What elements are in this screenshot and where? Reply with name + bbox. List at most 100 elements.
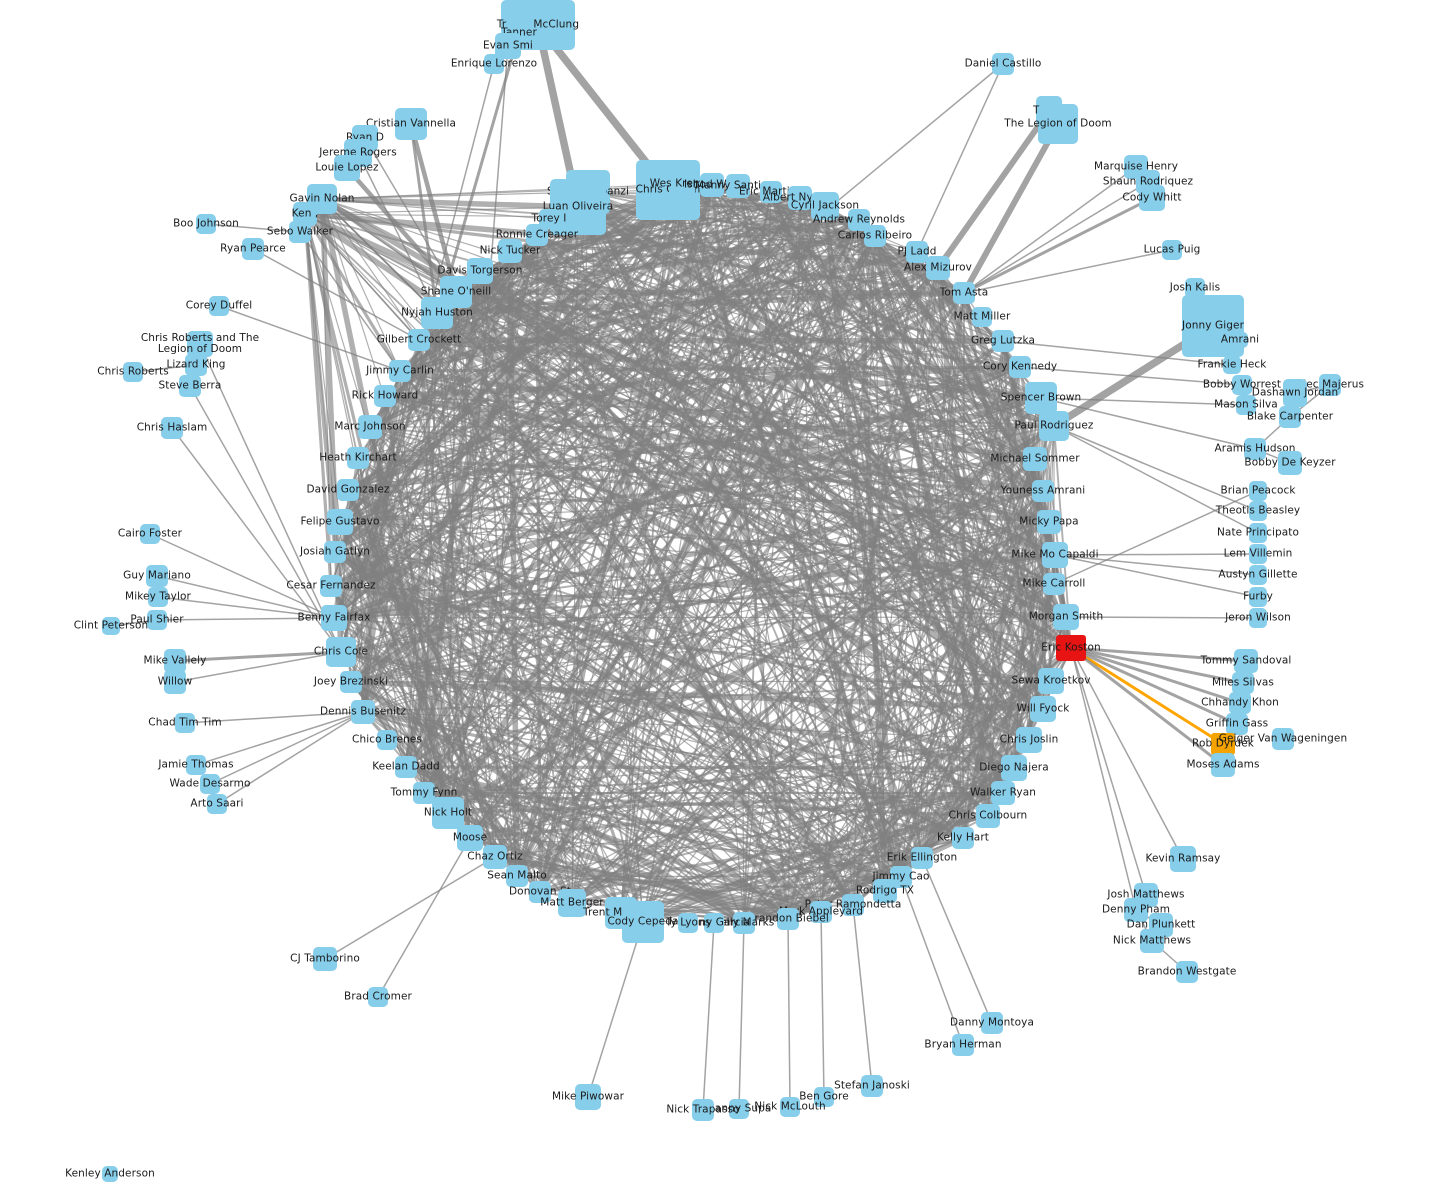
graph-node[interactable] <box>729 1099 749 1119</box>
graph-node[interactable] <box>389 360 411 382</box>
graph-node[interactable] <box>483 845 507 869</box>
graph-node[interactable] <box>1030 696 1056 722</box>
graph-node[interactable] <box>242 238 264 260</box>
graph-node[interactable] <box>1170 846 1196 872</box>
graph-node[interactable] <box>526 224 548 246</box>
graph-node[interactable] <box>700 173 724 197</box>
graph-node[interactable] <box>1249 523 1267 543</box>
graph-node[interactable] <box>102 1166 118 1182</box>
graph-node[interactable] <box>164 670 186 694</box>
graph-node[interactable] <box>622 901 664 943</box>
graph-node[interactable] <box>558 889 586 917</box>
graph-node[interactable] <box>1249 544 1267 564</box>
graph-node[interactable] <box>1249 608 1267 628</box>
graph-node[interactable] <box>692 1099 714 1121</box>
graph-node[interactable] <box>575 1084 601 1110</box>
graph-node[interactable] <box>1279 406 1301 428</box>
graph-node[interactable] <box>200 774 220 794</box>
graph-node[interactable] <box>164 649 186 673</box>
graph-node[interactable] <box>1249 481 1267 501</box>
graph-node[interactable] <box>377 730 397 750</box>
graph-node[interactable] <box>529 881 551 903</box>
graph-node[interactable] <box>161 417 183 439</box>
graph-node[interactable] <box>1249 565 1267 585</box>
graph-node[interactable] <box>1226 713 1248 735</box>
graph-node[interactable] <box>1042 542 1068 568</box>
graph-node[interactable] <box>320 575 342 597</box>
graph-node[interactable] <box>992 53 1014 75</box>
graph-node[interactable] <box>408 329 430 351</box>
graph-node[interactable] <box>760 181 782 203</box>
graph-node[interactable] <box>196 214 216 234</box>
graph-node[interactable] <box>1229 692 1251 714</box>
graph-node[interactable] <box>1244 438 1266 460</box>
graph-node[interactable] <box>413 782 435 804</box>
graph-node[interactable] <box>726 174 750 198</box>
graph-node[interactable] <box>337 479 359 501</box>
graph-node[interactable] <box>368 987 388 1007</box>
graph-node[interactable] <box>1053 604 1079 630</box>
graph-node[interactable] <box>810 901 832 923</box>
graph-node[interactable] <box>1176 961 1198 983</box>
graph-node[interactable] <box>911 847 933 869</box>
graph-node[interactable] <box>146 565 168 587</box>
graph-node[interactable] <box>1039 411 1069 441</box>
graph-node[interactable] <box>321 605 347 631</box>
graph-node[interactable] <box>351 700 375 724</box>
graph-node[interactable] <box>991 781 1015 805</box>
graph-node[interactable] <box>313 947 337 971</box>
graph-node[interactable] <box>811 192 839 220</box>
graph-node[interactable] <box>873 879 897 903</box>
graph-node[interactable] <box>788 186 812 210</box>
graph-node[interactable] <box>457 825 483 851</box>
graph-node[interactable] <box>780 1097 800 1117</box>
graph-node[interactable] <box>952 827 974 849</box>
graph-node[interactable] <box>861 1075 883 1097</box>
graph-node[interactable] <box>1211 733 1235 755</box>
graph-node[interactable] <box>1272 728 1294 750</box>
graph-node[interactable] <box>207 794 227 814</box>
graph-node[interactable] <box>1278 451 1302 475</box>
graph-node[interactable] <box>1037 510 1061 534</box>
graph-node[interactable] <box>374 385 396 407</box>
graph-node[interactable] <box>347 447 369 469</box>
graph-node[interactable] <box>814 1087 834 1107</box>
graph-node[interactable] <box>324 541 346 563</box>
graph-node[interactable] <box>340 671 362 693</box>
graph-node[interactable] <box>1139 185 1165 211</box>
graph-node[interactable] <box>1009 356 1031 378</box>
graph-node[interactable] <box>148 587 168 607</box>
graph-node[interactable] <box>395 756 417 778</box>
graph-node[interactable] <box>1124 898 1148 922</box>
graph-node[interactable] <box>1211 753 1235 777</box>
graph-node[interactable] <box>992 330 1014 352</box>
graph-node[interactable] <box>669 171 695 197</box>
graph-node[interactable] <box>1232 672 1254 694</box>
graph-node[interactable] <box>1038 668 1064 694</box>
graph-node[interactable] <box>1232 332 1248 348</box>
graph-node[interactable] <box>842 894 864 916</box>
graph-node[interactable] <box>102 617 120 635</box>
graph-node[interactable] <box>147 610 167 630</box>
graph-node[interactable] <box>1223 356 1241 374</box>
graph-node[interactable] <box>1249 587 1267 607</box>
graph-node[interactable] <box>976 804 1000 828</box>
graph-node[interactable] <box>432 797 464 829</box>
graph-node[interactable] <box>972 307 992 327</box>
graph-node[interactable] <box>175 713 195 733</box>
graph-node[interactable] <box>1232 375 1252 395</box>
graph-node[interactable] <box>1056 635 1086 661</box>
graph-node[interactable] <box>1023 447 1047 471</box>
graph-node[interactable] <box>1234 649 1258 673</box>
graph-node[interactable] <box>1140 929 1164 953</box>
graph-node[interactable] <box>864 225 886 247</box>
graph-node[interactable] <box>358 415 382 439</box>
graph-node[interactable] <box>327 509 353 535</box>
graph-node[interactable] <box>1319 374 1341 396</box>
graph-node[interactable] <box>1283 379 1307 407</box>
graph-node[interactable] <box>678 913 698 933</box>
graph-node[interactable] <box>289 221 311 243</box>
graph-node[interactable] <box>1162 240 1182 260</box>
